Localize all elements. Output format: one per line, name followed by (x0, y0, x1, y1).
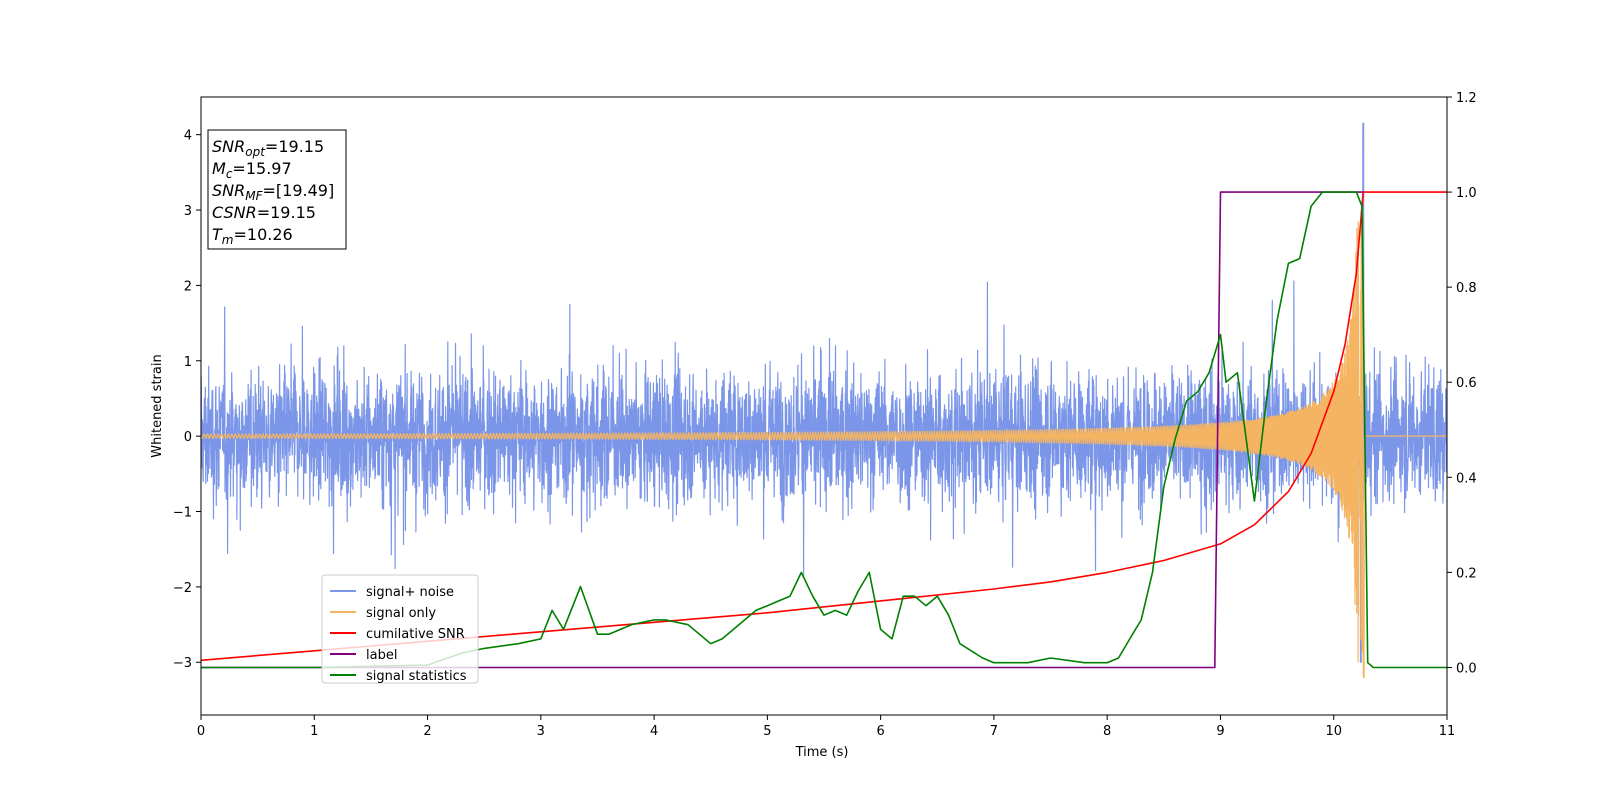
y-right-tick-label: 1.0 (1456, 186, 1477, 201)
legend: signal+ noise signal only cumilative SNR la… (321, 574, 479, 684)
x-tick-label: 0 (197, 724, 205, 739)
annotation-symbol: T (212, 225, 223, 244)
annotation-value: =10.26 (233, 225, 292, 244)
y-left-tick-label: −1 (173, 506, 192, 521)
y-right-tick-label: 0.4 (1456, 471, 1477, 486)
x-tick-label: 3 (537, 724, 545, 739)
y-axis-left: 4 3 2 1 0 −1 −2 −3 (173, 129, 201, 671)
series-layer (201, 122, 1447, 678)
y-left-tick-label: 1 (184, 355, 192, 370)
annotation-value: =19.15 (265, 137, 324, 156)
annotation-value: =[19.49] (263, 181, 335, 200)
x-tick-label: 7 (990, 724, 998, 739)
y-left-tick-label: 2 (184, 279, 192, 294)
legend-label-cumilative-snr: cumilative SNR (366, 627, 465, 642)
annotation-symbol: SNR (212, 137, 245, 156)
legend-label-signal-statistics: signal statistics (366, 669, 467, 684)
annotation-symbol: SNR (212, 181, 245, 200)
y-right-tick-label: 0.0 (1456, 661, 1477, 676)
label-line (201, 191, 1364, 669)
annotation-symbol: M (212, 159, 226, 178)
y-left-tick-label: −3 (173, 656, 192, 671)
y-axis-label: Whitened strain (150, 354, 165, 457)
y-right-tick-label: 0.6 (1456, 376, 1477, 391)
y-left-tick-label: −2 (173, 581, 192, 596)
legend-label-label: label (366, 648, 397, 663)
cumilative-snr-line (201, 191, 1447, 662)
legend-label-signal-only: signal only (366, 606, 436, 621)
legend-frame (321, 574, 479, 684)
x-tick-label: 1 (310, 724, 318, 739)
y-axis-right: 1.2 1.0 0.8 0.6 0.4 0.2 0.0 (1447, 91, 1477, 676)
x-tick-label: 2 (423, 724, 431, 739)
y-left-tick-label: 3 (184, 204, 192, 219)
y-right-tick-label: 1.2 (1456, 91, 1477, 106)
x-tick-label: 4 (650, 724, 658, 739)
annotation-symbol: CSNR (212, 203, 257, 222)
plot-frame (200, 96, 1448, 716)
annotation-subscript: m (222, 233, 234, 247)
x-tick-label: 10 (1325, 724, 1342, 739)
annotation-subscript: c (226, 167, 233, 181)
signal-only-line (201, 209, 1447, 678)
x-axis: 0 1 2 3 4 5 6 7 8 9 10 11 (197, 715, 1455, 739)
x-tick-label: 5 (763, 724, 771, 739)
annotation-value: =19.15 (257, 203, 316, 222)
annotation-value: =15.97 (232, 159, 291, 178)
signal-statistics-line (201, 191, 1447, 669)
annotation-frame (207, 129, 347, 250)
y-left-tick-label: 0 (184, 430, 192, 445)
x-tick-label: 11 (1439, 724, 1456, 739)
x-tick-label: 8 (1103, 724, 1111, 739)
y-right-tick-label: 0.8 (1456, 281, 1477, 296)
y-right-tick-label: 0.2 (1456, 566, 1477, 581)
x-tick-label: 6 (876, 724, 884, 739)
legend-label-signal-noise: signal+ noise (366, 585, 454, 600)
annotation-subscript: MF (245, 189, 263, 203)
x-tick-label: 9 (1216, 724, 1224, 739)
annotation-subscript: opt (245, 145, 266, 159)
y-left-tick-label: 4 (184, 129, 192, 144)
annotation-box: SNRopt=19.15 Mc=15.97 SNRMF=[19.49] CSNR=19… (207, 129, 347, 250)
annotation-text: SNRopt=19.15 Mc=15.97 SNRMF=[19.49] CSNR=19… (212, 137, 334, 247)
x-axis-label: Time (s) (795, 745, 849, 760)
